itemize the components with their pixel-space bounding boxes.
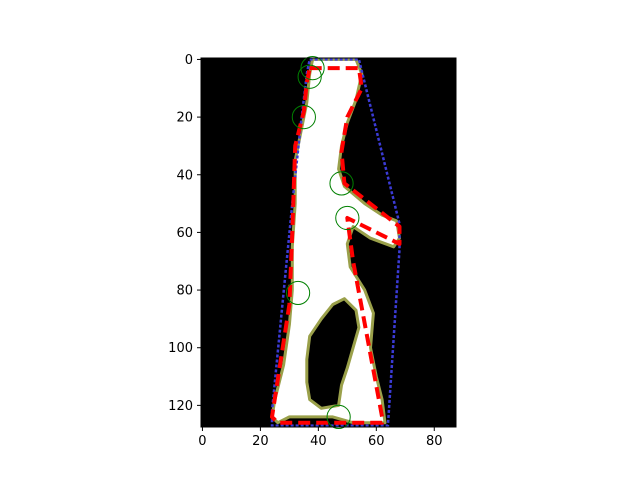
x-tick-label: 60 (368, 434, 385, 449)
defect-circle (297, 64, 322, 89)
y-tick-label: 40 (176, 168, 193, 183)
y-tick-label: 100 (168, 341, 193, 356)
defect-circle (335, 205, 360, 231)
approx-contour-layer (270, 66, 402, 425)
defect-circle (291, 104, 316, 130)
x-tick-label: 20 (252, 434, 269, 449)
defect-circle (329, 171, 354, 196)
defect-circle (300, 55, 325, 81)
defect-circle (285, 280, 311, 306)
axes-frame (200, 57, 457, 428)
y-tick-label: 120 (168, 399, 193, 414)
x-tick-label: 40 (310, 434, 327, 449)
y-tick-label: 0 (185, 53, 193, 68)
y-tick-label: 80 (176, 284, 193, 299)
y-axis: 0 20 40 60 80 100 120 (168, 53, 201, 414)
approx-contour-line (270, 66, 402, 425)
defect-circle (326, 404, 351, 430)
y-tick-label: 20 (176, 111, 193, 126)
y-tick-label: 60 (176, 226, 193, 241)
x-tick-label: 80 (426, 434, 443, 449)
defect-circles-layer (285, 55, 360, 430)
x-tick-label: 0 (198, 434, 206, 449)
x-axis: 0 20 40 60 80 (198, 427, 443, 449)
